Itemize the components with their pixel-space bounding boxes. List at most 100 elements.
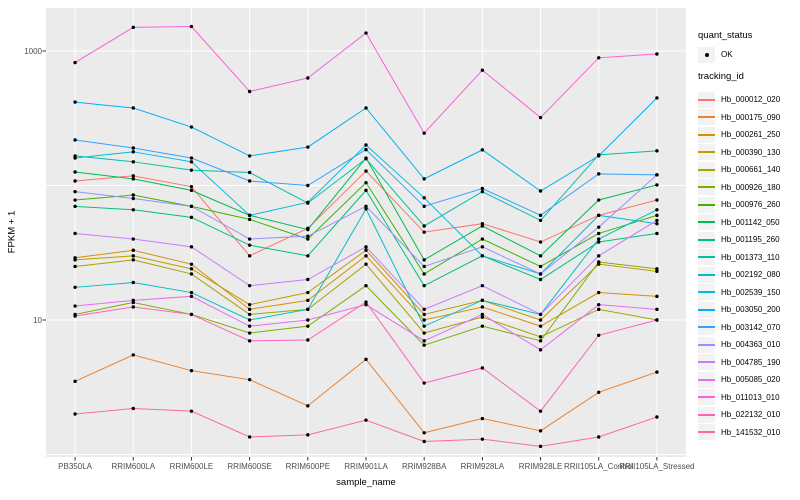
legend-item-ok: OK — [698, 46, 733, 63]
data-point — [538, 312, 543, 317]
data-point — [480, 416, 485, 421]
data-point — [131, 160, 135, 164]
data-point — [364, 283, 368, 288]
x-tick-label: RRIM600LA — [111, 462, 156, 471]
data-point — [655, 149, 659, 153]
data-point — [538, 444, 543, 449]
legend-entry-label: Hb_002192_080 — [721, 270, 781, 279]
data-point — [538, 409, 543, 413]
legend-key — [698, 371, 715, 388]
legend-key — [698, 301, 715, 318]
data-point — [538, 189, 543, 193]
legend-key — [698, 161, 715, 178]
data-point — [189, 272, 194, 276]
data-point — [364, 180, 368, 185]
data-point — [538, 335, 543, 339]
legend-entry-label: Hb_000661_140 — [721, 165, 781, 174]
data-point — [597, 56, 601, 60]
data-point — [364, 147, 368, 152]
data-point — [655, 269, 659, 274]
data-point — [73, 231, 77, 236]
data-point — [306, 227, 310, 232]
legend-title-quant-status: quant_status — [698, 30, 753, 41]
legend-entry: Hb_002192_080 — [698, 266, 780, 283]
data-point — [597, 333, 601, 337]
legend-key — [698, 196, 715, 213]
data-point — [247, 170, 252, 175]
legend-key-line-icon — [698, 378, 715, 381]
data-point — [480, 68, 485, 72]
legend-entry-label: Hb_000261_250 — [721, 130, 781, 139]
data-point — [306, 183, 310, 188]
data-point — [73, 60, 77, 65]
legend-key-line-icon — [698, 98, 715, 101]
data-point — [538, 115, 543, 120]
legend-entry: Hb_001195_260 — [698, 231, 780, 248]
data-point — [306, 290, 310, 295]
data-point — [597, 260, 601, 264]
data-point — [655, 173, 659, 177]
legend-entry-label: Hb_000926_180 — [721, 182, 781, 192]
legend-key — [698, 266, 715, 283]
legend-key — [698, 179, 715, 195]
data-point — [131, 174, 135, 178]
data-point — [422, 439, 426, 444]
data-point — [480, 237, 485, 241]
x-tick-label: RRIM928BA — [401, 462, 447, 471]
data-point — [655, 221, 659, 226]
data-point — [655, 52, 659, 56]
legend-key-line-icon — [698, 431, 715, 433]
data-point — [655, 218, 659, 223]
data-point — [597, 290, 601, 295]
data-point — [422, 272, 426, 276]
data-point — [131, 406, 135, 411]
data-point — [131, 305, 135, 309]
data-point — [73, 412, 77, 416]
x-tick-label: RRII105LA_Stressed — [619, 462, 695, 471]
data-point — [131, 254, 135, 258]
legend-entry-label: Hb_004785_190 — [721, 357, 781, 367]
data-point — [480, 324, 485, 328]
legend-key-line-icon — [698, 151, 715, 153]
data-point — [538, 254, 543, 258]
data-point — [597, 254, 601, 258]
data-point — [655, 267, 659, 271]
data-point — [306, 277, 310, 282]
legend-entry-label: Hb_003050_200 — [721, 305, 781, 314]
data-point — [538, 240, 543, 244]
legend-key — [698, 91, 715, 108]
legend-key — [698, 284, 715, 300]
data-point — [364, 302, 368, 307]
data-point — [538, 318, 543, 322]
data-point — [480, 186, 485, 191]
data-point — [189, 409, 194, 413]
data-point — [655, 208, 659, 212]
data-point — [422, 339, 426, 343]
data-point — [247, 237, 252, 241]
data-point — [655, 198, 659, 202]
y-tick-label: 10 — [33, 315, 42, 325]
legend-key-line-icon — [698, 221, 715, 223]
data-point — [189, 368, 194, 373]
data-point — [306, 76, 310, 80]
data-point — [73, 189, 77, 194]
x-tick-label: RRIM901LA — [344, 462, 388, 471]
ok-point-icon — [704, 52, 709, 57]
data-point — [364, 204, 368, 209]
ok-key — [698, 46, 715, 63]
data-point — [422, 258, 426, 262]
legend-key-line-icon — [698, 308, 715, 311]
data-point — [597, 237, 601, 241]
data-point — [306, 324, 310, 328]
data-point — [306, 200, 310, 205]
data-point — [422, 230, 426, 234]
y-axis-title: FPKM + 1 — [6, 210, 18, 254]
data-point — [189, 156, 194, 160]
data-point — [422, 343, 426, 347]
legend-entry: Hb_000661_140 — [698, 161, 780, 178]
data-point — [655, 307, 659, 312]
legend-key — [698, 249, 715, 265]
data-point — [189, 168, 194, 172]
data-point — [73, 264, 77, 269]
legend-key — [698, 109, 715, 125]
